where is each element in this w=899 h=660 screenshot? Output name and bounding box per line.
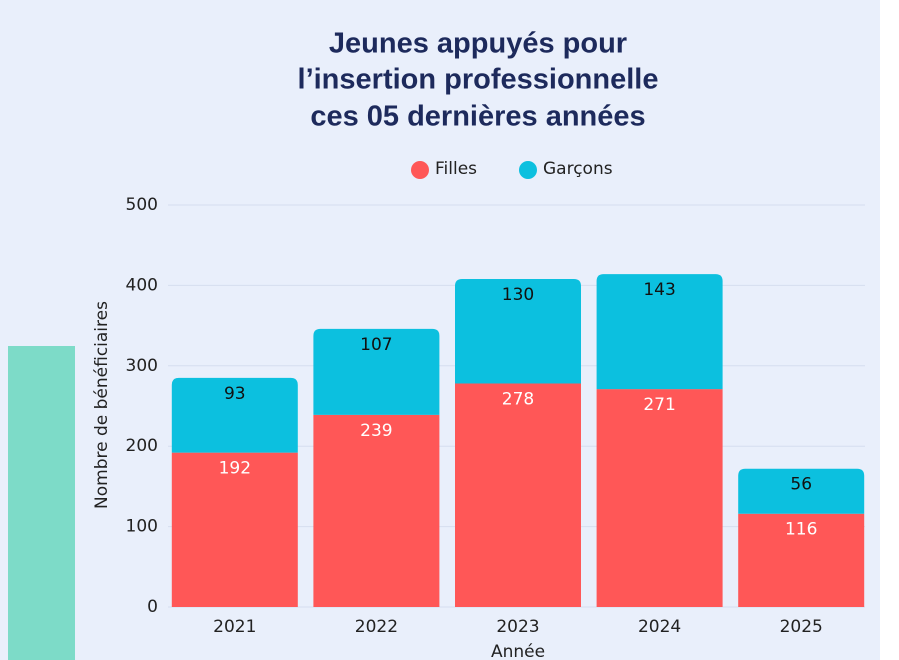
- y-tick-label: 200: [126, 436, 158, 456]
- y-tick-label: 0: [147, 597, 158, 617]
- bar-segment: [455, 278, 581, 384]
- legend-label: Garçons: [543, 159, 613, 179]
- bar-segment: [738, 468, 865, 514]
- y-tick-label: 500: [126, 195, 158, 215]
- x-tick-label: 2022: [355, 617, 398, 637]
- bar-segment: [596, 274, 723, 390]
- data-label: 239: [360, 421, 392, 441]
- legend-swatch: [411, 161, 429, 179]
- x-tick-label: 2021: [213, 617, 256, 637]
- data-label: 192: [219, 459, 251, 479]
- chart-title: l’insertion professionnelle: [298, 64, 659, 96]
- bar-segment: [738, 513, 865, 607]
- legend-label: Filles: [435, 159, 477, 179]
- y-tick-label: 400: [126, 275, 158, 295]
- chart-title: Jeunes appuyés pour: [329, 28, 627, 60]
- x-axis-label: Année: [491, 642, 545, 660]
- data-label: 130: [502, 285, 534, 305]
- bar-segment: [171, 377, 298, 453]
- bar-segment: [171, 452, 298, 607]
- decor-block: [8, 346, 75, 660]
- bar-segment: [455, 383, 581, 607]
- bar-segment: [313, 414, 440, 607]
- panel: [0, 0, 880, 660]
- data-label: 107: [360, 335, 392, 355]
- data-label: 143: [643, 280, 675, 300]
- legend-swatch: [519, 161, 537, 179]
- data-label: 271: [643, 395, 675, 415]
- y-tick-label: 100: [126, 517, 158, 537]
- y-tick-label: 300: [126, 356, 158, 376]
- x-tick-label: 2023: [496, 617, 539, 637]
- y-axis-label: Nombre de bénéficiaires: [92, 301, 112, 509]
- x-tick-label: 2025: [780, 617, 823, 637]
- data-label: 93: [224, 384, 246, 404]
- x-tick-label: 2024: [638, 617, 681, 637]
- bar-segment: [313, 328, 440, 415]
- bar-segment: [596, 389, 723, 607]
- chart-title: ces 05 dernières années: [310, 101, 645, 133]
- data-label: 278: [502, 389, 534, 409]
- data-label: 56: [790, 475, 812, 495]
- data-label: 116: [785, 520, 817, 540]
